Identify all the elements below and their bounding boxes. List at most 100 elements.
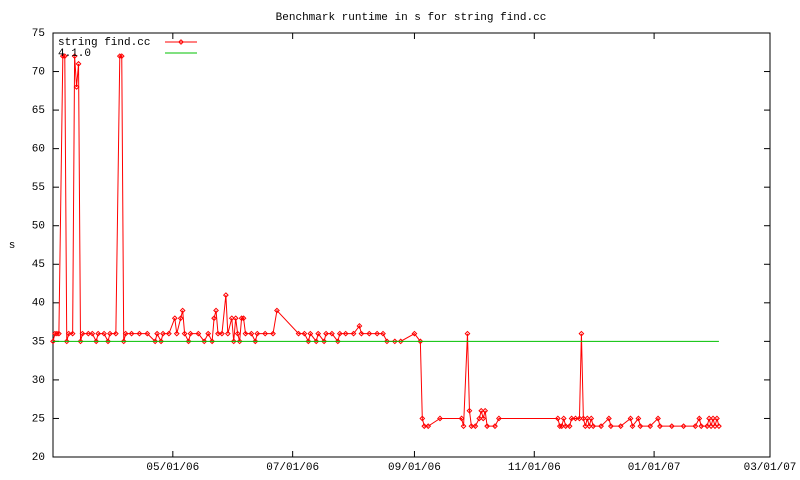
point-marker: [336, 330, 343, 337]
point-marker: [215, 330, 221, 337]
point-marker: [128, 330, 135, 337]
point-marker: [607, 423, 614, 430]
point-marker: [228, 315, 235, 322]
point-marker: [384, 338, 390, 345]
chart-title: Benchmark runtime in s for string find.c…: [276, 12, 547, 24]
point-marker: [305, 338, 312, 345]
point-marker: [710, 415, 716, 422]
point-marker: [716, 423, 722, 430]
point-marker: [562, 423, 569, 430]
y-tick-label: 60: [32, 144, 45, 156]
point-marker: [101, 330, 107, 337]
point-marker: [366, 330, 373, 337]
point-marker: [342, 330, 349, 337]
point-marker: [160, 330, 166, 337]
point-marker: [222, 292, 229, 299]
point-marker: [568, 415, 575, 422]
point-marker: [323, 330, 329, 337]
point-marker: [59, 53, 66, 60]
point-marker: [397, 338, 404, 345]
plot-border: [52, 32, 771, 458]
point-marker: [476, 415, 483, 422]
point-marker: [554, 415, 561, 422]
point-marker: [54, 330, 60, 337]
point-marker: [213, 307, 219, 314]
point-marker: [219, 330, 225, 337]
point-marker: [93, 338, 100, 345]
point-marker: [224, 330, 231, 337]
y-tick-label: 70: [32, 66, 45, 78]
point-marker: [588, 415, 595, 422]
point-marker: [655, 415, 661, 422]
point-marker: [77, 338, 84, 345]
point-marker: [606, 415, 612, 422]
point-marker: [391, 338, 398, 345]
point-marker: [460, 423, 467, 430]
point-marker: [301, 330, 308, 337]
point-marker: [105, 338, 111, 345]
point-marker: [205, 330, 212, 337]
point-marker: [73, 84, 80, 90]
point-marker: [680, 423, 687, 430]
y-tick-label: 75: [32, 28, 45, 40]
point-marker: [647, 423, 654, 430]
point-marker: [211, 315, 217, 322]
point-marker: [136, 330, 143, 337]
point-marker: [480, 415, 487, 422]
point-marker: [242, 330, 249, 337]
point-marker: [374, 330, 381, 337]
y-tick-label: 25: [32, 413, 45, 425]
point-marker: [154, 330, 161, 337]
point-marker: [201, 338, 208, 345]
point-marker: [584, 415, 591, 422]
y-tick-label: 40: [32, 298, 45, 310]
point-marker: [236, 338, 243, 345]
point-marker: [566, 423, 573, 430]
point-marker: [248, 330, 255, 337]
point-marker: [120, 338, 127, 345]
point-marker: [706, 415, 713, 422]
point-marker: [492, 423, 498, 430]
point-marker: [629, 423, 636, 430]
point-marker: [185, 338, 192, 345]
y-tick-label: 50: [32, 221, 45, 233]
point-marker: [195, 330, 202, 337]
point-marker: [698, 423, 705, 430]
point-marker: [668, 423, 675, 430]
y-axis-label: s: [9, 240, 16, 252]
point-marker: [61, 53, 68, 60]
point-marker: [116, 53, 123, 60]
point-marker: [635, 415, 642, 422]
point-marker: [79, 330, 86, 337]
point-marker: [158, 338, 164, 345]
point-marker: [179, 307, 186, 314]
point-marker: [107, 330, 113, 337]
point-marker: [238, 315, 245, 322]
point-marker: [478, 407, 485, 414]
y-tick-label: 30: [32, 375, 45, 387]
point-marker: [421, 423, 428, 430]
point-marker: [75, 60, 82, 67]
point-marker: [586, 423, 593, 430]
point-marker: [637, 423, 644, 430]
point-marker: [411, 330, 418, 337]
point-marker: [52, 330, 58, 337]
point-marker: [617, 423, 624, 430]
x-tick-label: 01/01/07: [628, 462, 681, 474]
point-marker: [63, 338, 70, 345]
point-marker: [95, 330, 102, 337]
point-marker: [334, 338, 341, 345]
point-marker: [692, 423, 699, 430]
point-marker: [65, 330, 72, 337]
point-marker: [122, 330, 129, 337]
point-marker: [417, 338, 424, 345]
point-marker: [252, 338, 259, 345]
point-marker: [118, 53, 125, 60]
point-marker: [329, 330, 335, 337]
point-marker: [696, 415, 703, 422]
point-marker: [358, 330, 365, 337]
point-marker: [466, 407, 473, 414]
point-marker: [419, 415, 426, 422]
